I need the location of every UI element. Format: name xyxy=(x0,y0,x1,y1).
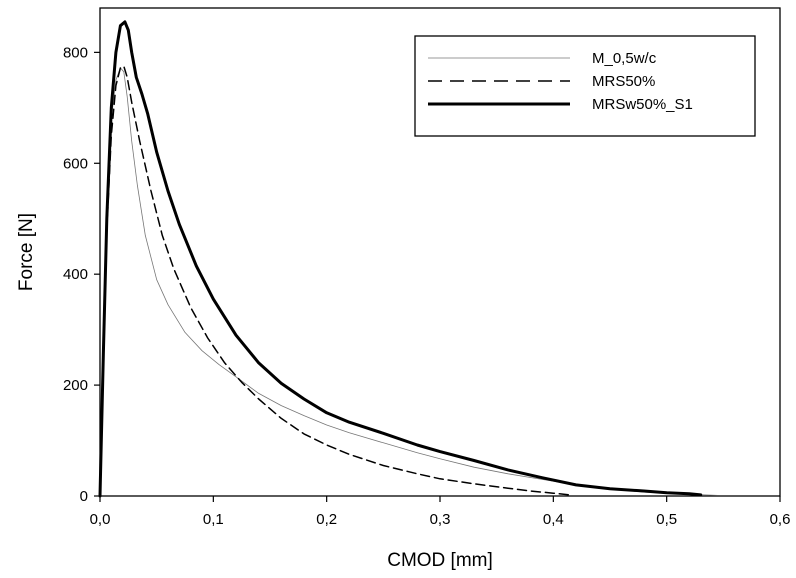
y-tick-label: 800 xyxy=(63,44,88,61)
x-axis: 0,0 0,1 0,2 0,3 0,4 0,5 0,6 xyxy=(90,496,791,528)
x-tick-label: 0,1 xyxy=(203,511,224,528)
y-tick-label: 400 xyxy=(63,266,88,283)
y-tick-label: 200 xyxy=(63,377,88,394)
x-tick-label: 0,5 xyxy=(656,511,677,528)
legend: M_0,5w/c MRS50% MRSw50%_S1 xyxy=(414,35,756,137)
x-tick-label: 0,4 xyxy=(543,511,564,528)
series-line-mrsw50-s1 xyxy=(98,20,703,498)
legend-label-mrs50: MRS50% xyxy=(592,73,655,90)
series-layer xyxy=(98,20,719,498)
legend-label-mrsw50-s1: MRSw50%_S1 xyxy=(592,96,693,113)
x-tick-label: 0,0 xyxy=(90,511,111,528)
legend-box xyxy=(414,35,756,137)
series-line-mrs50- xyxy=(99,65,572,497)
x-axis-title: CMOD [mm] xyxy=(387,550,493,571)
x-tick-label: 0,2 xyxy=(316,511,337,528)
y-axis-title: Force [N] xyxy=(16,213,37,291)
legend-label-m-0-5wc: M_0,5w/c xyxy=(592,50,657,67)
x-tick-label: 0,3 xyxy=(430,511,451,528)
x-tick-label: 0,6 xyxy=(770,511,791,528)
y-tick-label: 0 xyxy=(80,488,88,505)
y-axis: 0 200 400 600 800 xyxy=(63,44,100,505)
y-tick-label: 600 xyxy=(63,155,88,172)
